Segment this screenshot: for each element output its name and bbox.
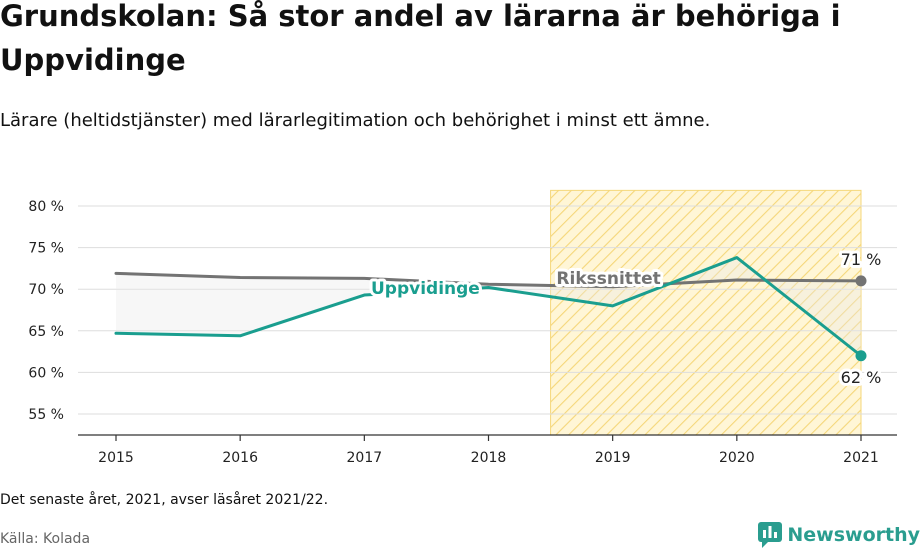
- end-point-uppvidinge: [855, 350, 867, 362]
- series-label-uppvidinge: Uppvidinge: [371, 279, 480, 299]
- source-note: Källa: Kolada: [0, 531, 91, 547]
- x-tick-label: 2019: [595, 450, 631, 466]
- x-tick-label: 2015: [98, 450, 134, 466]
- brand-name: Newsworthy: [787, 524, 920, 546]
- y-tick-label: 65 %: [28, 324, 64, 340]
- y-tick-label: 70 %: [28, 282, 64, 298]
- end-label-rikssnittet: 71 %: [841, 250, 882, 269]
- x-tick-label: 2021: [843, 450, 879, 466]
- series-label-rikssnittet: Rikssnittet: [556, 269, 660, 289]
- x-tick-label: 2020: [719, 450, 755, 466]
- end-label-uppvidinge-halo: 62 %: [841, 368, 882, 387]
- y-tick-label: 55 %: [28, 407, 64, 423]
- chart-title: Grundskolan: Så stor andel av lärarna är…: [0, 0, 841, 77]
- series-lines: [114, 256, 867, 362]
- x-tick-label: 2017: [347, 450, 383, 466]
- line-chart: 55 %60 %65 %70 %75 %80 % UppvidingeUppvi…: [28, 189, 897, 466]
- y-tick-label: 75 %: [28, 241, 64, 257]
- end-point-rikssnittet: [855, 275, 867, 287]
- series-line-uppvidinge: [114, 256, 863, 358]
- brand-logo: Newsworthy: [758, 520, 920, 550]
- series-label-rikssnittet-halo: Rikssnittet: [556, 269, 660, 289]
- gridlines: 55 % 60 % 65 % 70 % 75 % 80 %: [28, 199, 897, 423]
- chart-subtitle: Lärare (heltidstjänster) med lärarlegiti…: [0, 110, 711, 131]
- bar-chart-speech-bubble-icon: [758, 522, 783, 548]
- end-label-rikssnittet-halo: 71 %: [841, 250, 882, 269]
- end-label-uppvidinge: 62 %: [841, 368, 882, 387]
- x-tick-label: 2018: [471, 450, 507, 466]
- x-tick-label: 2016: [222, 450, 258, 466]
- series-label-uppvidinge-halo: Uppvidinge: [371, 279, 480, 299]
- y-tick-label: 60 %: [28, 365, 64, 381]
- y-tick-label: 80 %: [28, 199, 64, 215]
- highlight-rect: [550, 189, 862, 436]
- highlight-range: [550, 189, 862, 436]
- series-line-rikssnittet: [114, 271, 863, 289]
- footnote: Det senaste året, 2021, avser läsåret 20…: [0, 492, 329, 508]
- axes: 2015 2016 2017 2018 2019 2020 2021: [78, 434, 897, 466]
